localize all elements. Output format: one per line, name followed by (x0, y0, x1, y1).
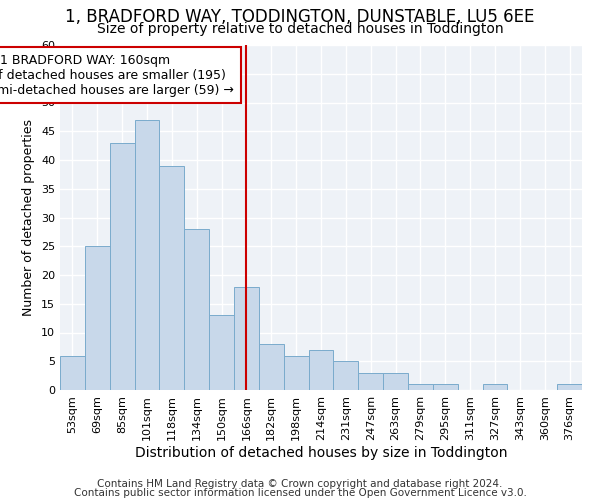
Bar (60, 356, 85, 390)
Bar (334, 361, 358, 390)
Text: 1 BRADFORD WAY: 160sqm
← 77% of detached houses are smaller (195)
23% of semi-de: 1 BRADFORD WAY: 160sqm ← 77% of detached… (0, 54, 234, 96)
Text: Contains HM Land Registry data © Crown copyright and database right 2024.: Contains HM Land Registry data © Crown c… (97, 479, 503, 489)
Y-axis label: Number of detached properties: Number of detached properties (22, 119, 35, 316)
Text: Contains public sector information licensed under the Open Government Licence v3: Contains public sector information licen… (74, 488, 526, 498)
Bar (308, 350, 334, 390)
Text: Size of property relative to detached houses in Toddington: Size of property relative to detached ho… (97, 22, 503, 36)
Text: 1, BRADFORD WAY, TODDINGTON, DUNSTABLE, LU5 6EE: 1, BRADFORD WAY, TODDINGTON, DUNSTABLE, … (65, 8, 535, 26)
Bar (408, 384, 433, 390)
Bar (433, 384, 458, 390)
Bar (160, 166, 184, 390)
Bar (259, 344, 284, 390)
Bar (358, 373, 383, 390)
X-axis label: Distribution of detached houses by size in Toddington: Distribution of detached houses by size … (135, 446, 507, 460)
Bar (85, 246, 110, 390)
Bar (482, 384, 508, 390)
Bar (134, 120, 160, 390)
Bar (284, 356, 308, 390)
Bar (557, 384, 582, 390)
Bar (383, 373, 408, 390)
Bar (234, 286, 259, 390)
Bar (209, 316, 234, 390)
Bar (184, 229, 209, 390)
Bar (110, 143, 134, 390)
